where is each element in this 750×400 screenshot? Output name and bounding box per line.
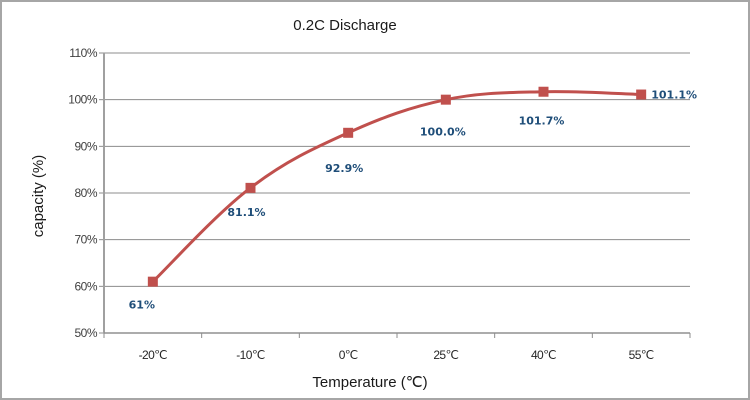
data-label: 100.0% xyxy=(420,126,466,139)
y-tick-label: 80% xyxy=(74,186,97,200)
x-tick-label: -20℃ xyxy=(139,348,168,362)
data-point-marker xyxy=(343,127,354,138)
x-tick-label: 0℃ xyxy=(339,348,358,362)
data-label: 81.1% xyxy=(227,206,265,219)
y-axis-title: capacity (%) xyxy=(30,155,47,238)
y-tick-label: 50% xyxy=(74,326,97,340)
x-tick-label: 55℃ xyxy=(629,348,654,362)
x-tick-label: 40℃ xyxy=(531,348,556,362)
x-tick-label: 25℃ xyxy=(433,348,458,362)
y-tick-label: 70% xyxy=(74,233,97,247)
x-axis-ticks: -20℃ -10℃ 0℃ 25℃ 40℃ 55℃ xyxy=(103,333,691,362)
data-label: 101.7% xyxy=(519,115,565,128)
chart-title: 0.2C Discharge xyxy=(293,17,396,34)
data-label: 92.9% xyxy=(325,162,363,175)
series-line-capacity xyxy=(151,90,643,284)
data-label: 61% xyxy=(129,299,155,312)
data-point-marker xyxy=(538,86,549,97)
data-label: 101.1% xyxy=(651,89,697,102)
data-point-marker xyxy=(440,94,451,105)
series-markers xyxy=(147,86,647,287)
y-tick-label: 100% xyxy=(68,93,98,107)
gridlines xyxy=(104,52,690,287)
x-axis-title: Temperature (℃) xyxy=(312,374,427,391)
data-point-marker xyxy=(147,276,158,287)
data-point-marker xyxy=(245,182,256,193)
data-point-marker xyxy=(636,89,647,100)
y-tick-label: 90% xyxy=(74,139,97,153)
y-tick-label: 110% xyxy=(69,46,98,60)
y-tick-label: 60% xyxy=(74,279,97,293)
y-axis-ticks: 50% 60% 70% 80% 90% 100% 110% xyxy=(68,46,104,340)
x-tick-label: -10℃ xyxy=(236,348,265,362)
data-labels: 61% 81.1% 92.9% 100.0% 101.7% 101.1% xyxy=(129,89,697,312)
